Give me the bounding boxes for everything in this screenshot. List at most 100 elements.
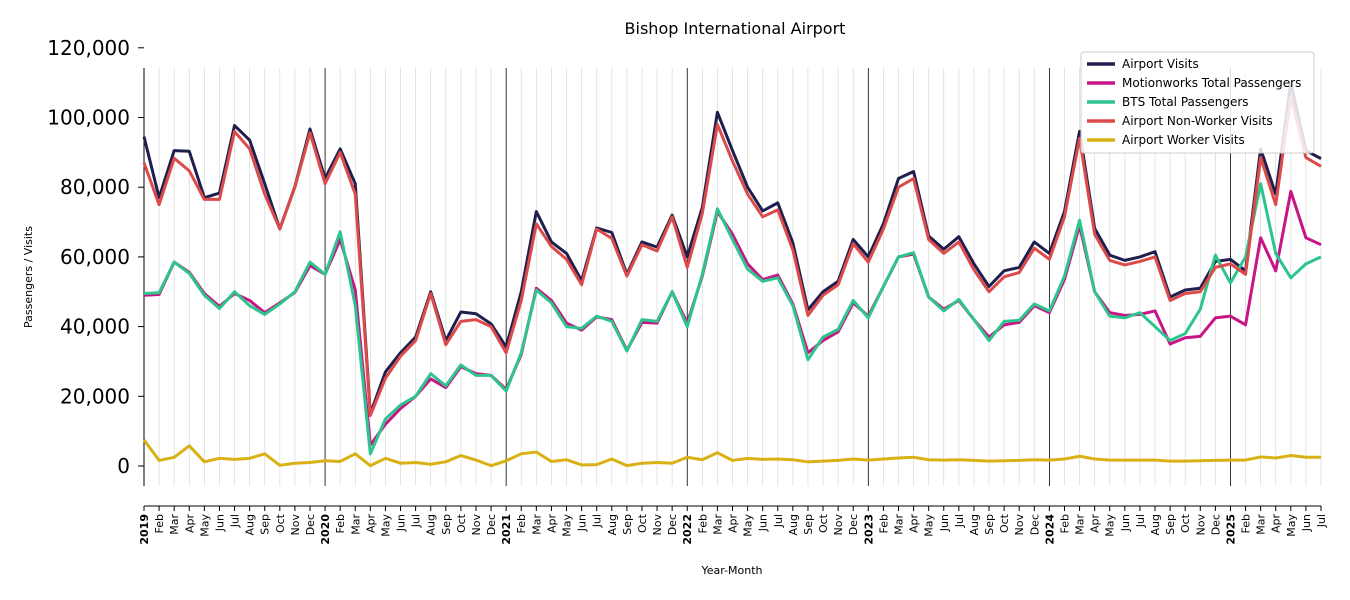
x-tick-label: Mar bbox=[892, 514, 905, 535]
x-tick-label: 2021 bbox=[500, 514, 513, 545]
x-tick-label: Jun bbox=[757, 514, 770, 532]
x-tick-label: 2022 bbox=[681, 514, 694, 545]
legend-label: Motionworks Total Passengers bbox=[1122, 76, 1301, 90]
x-tick-label: Apr bbox=[1089, 514, 1102, 534]
x-tick-label: Jun bbox=[213, 514, 226, 532]
x-tick-label: Dec bbox=[1209, 514, 1222, 535]
x-tick-label: Sep bbox=[983, 514, 996, 535]
x-tick-label: Dec bbox=[666, 514, 679, 535]
x-tick-label: Aug bbox=[244, 514, 257, 535]
x-tick-label: May bbox=[198, 514, 211, 537]
x-tick-label: Oct bbox=[455, 513, 468, 533]
x-tick-label: Sep bbox=[802, 514, 815, 535]
series-line-airport-non-worker-visits bbox=[142, 95, 1322, 417]
x-tick-label: Sep bbox=[259, 514, 272, 535]
legend-box bbox=[1080, 51, 1315, 154]
x-tick-label: Mar bbox=[1255, 514, 1268, 535]
x-tick-label: Dec bbox=[304, 514, 317, 535]
x-tick-label: Mar bbox=[349, 514, 362, 535]
x-tick-label: Jun bbox=[938, 514, 951, 532]
x-tick-label: May bbox=[379, 514, 392, 537]
x-tick-label: Aug bbox=[1149, 514, 1162, 535]
x-tick-label: Oct bbox=[1179, 513, 1192, 533]
legend-label: Airport Non-Worker Visits bbox=[1122, 114, 1273, 128]
y-tick-label: 100,000 bbox=[47, 106, 130, 130]
x-tick-label: May bbox=[561, 514, 574, 537]
x-tick-label: Mar bbox=[711, 514, 724, 535]
x-tick-label: May bbox=[1104, 514, 1117, 537]
x-tick-label: Mar bbox=[168, 514, 181, 535]
x-tick-label: Apr bbox=[908, 514, 921, 534]
y-axis-label: Passengers / Visits bbox=[22, 226, 35, 328]
x-tick-label: Dec bbox=[847, 514, 860, 535]
x-tick-label: Dec bbox=[485, 514, 498, 535]
x-tick-label: Feb bbox=[1058, 514, 1071, 533]
x-tick-label: Jul bbox=[229, 514, 242, 528]
x-tick-label: 2019 bbox=[138, 514, 151, 545]
x-tick-label: Nov bbox=[832, 514, 845, 536]
x-tick-label: Jun bbox=[576, 514, 589, 532]
series-lines bbox=[142, 81, 1322, 468]
y-tick-label: 20,000 bbox=[60, 384, 130, 408]
x-tick-label: Feb bbox=[877, 514, 890, 533]
x-tick-label: Apr bbox=[183, 514, 196, 534]
axes: 0 20,000 40,000 60,000 80,000 100,000 120,000 2… bbox=[47, 36, 1328, 545]
x-tick-label: Aug bbox=[425, 514, 438, 535]
y-tick-label: 80,000 bbox=[60, 175, 130, 199]
series-line-airport-visits bbox=[142, 81, 1322, 416]
x-tick-label: May bbox=[923, 514, 936, 537]
x-tick-label: Jul bbox=[1315, 514, 1328, 528]
x-tick-label: Apr bbox=[545, 514, 558, 534]
x-tick-label: Sep bbox=[440, 514, 453, 535]
x-tick-label: Sep bbox=[621, 514, 634, 535]
x-tick-label: Nov bbox=[1194, 514, 1207, 536]
x-tick-label: Apr bbox=[364, 514, 377, 534]
x-tick-label: Feb bbox=[153, 514, 166, 533]
x-tick-label: Apr bbox=[1270, 514, 1283, 534]
x-tick-label: Mar bbox=[530, 514, 543, 535]
series-line-motionworks-total-passengers bbox=[143, 189, 1322, 447]
x-tick-label: Oct bbox=[817, 513, 830, 533]
x-tick-label: Aug bbox=[968, 514, 981, 535]
x-tick-label: Feb bbox=[515, 514, 528, 533]
x-tick-label: 2024 bbox=[1043, 514, 1056, 545]
legend: Airport Visits Motionworks Total Passenge… bbox=[1080, 51, 1315, 154]
x-tick-label: Jul bbox=[591, 514, 604, 528]
legend-label: BTS Total Passengers bbox=[1122, 95, 1249, 109]
x-tick-label: Jun bbox=[1300, 514, 1313, 532]
x-tick-label: Feb bbox=[696, 514, 709, 533]
x-tick-label: 2020 bbox=[319, 514, 332, 545]
x-tick-label: 2023 bbox=[862, 514, 875, 545]
x-tick-label: Nov bbox=[1013, 514, 1026, 536]
x-tick-label: May bbox=[742, 514, 755, 537]
x-tick-label: Mar bbox=[1074, 514, 1087, 535]
x-tick-label: Nov bbox=[470, 514, 483, 536]
x-tick-label: Jul bbox=[772, 514, 785, 528]
x-tick-label: 2025 bbox=[1224, 514, 1237, 545]
y-tick-label: 60,000 bbox=[60, 245, 130, 269]
y-tick-label: 40,000 bbox=[60, 315, 130, 339]
series-line-airport-worker-visits bbox=[142, 438, 1321, 468]
series-line-bts-total-passengers bbox=[143, 182, 1322, 456]
legend-label: Airport Worker Visits bbox=[1122, 133, 1245, 147]
x-axis-label: Year-Month bbox=[700, 564, 762, 577]
x-tick-label: Dec bbox=[1028, 514, 1041, 535]
x-tick-label: Oct bbox=[274, 513, 287, 533]
y-tick-label: 0 bbox=[117, 454, 130, 478]
x-tick-label: Nov bbox=[289, 514, 302, 536]
x-tick-label: Sep bbox=[1164, 514, 1177, 535]
x-tick-label: Jun bbox=[395, 514, 408, 532]
x-tick-label: Aug bbox=[787, 514, 800, 535]
x-tick-label: May bbox=[1285, 514, 1298, 537]
x-tick-label: Feb bbox=[334, 514, 347, 533]
x-tick-label: Jul bbox=[1134, 514, 1147, 528]
chart-title: Bishop International Airport bbox=[625, 19, 846, 38]
x-tick-label: Aug bbox=[606, 514, 619, 535]
x-tick-label: Jul bbox=[410, 514, 423, 528]
y-tick-label: 120,000 bbox=[47, 36, 130, 60]
x-tick-label: Oct bbox=[998, 513, 1011, 533]
x-tick-label: Oct bbox=[636, 513, 649, 533]
x-tick-label: Feb bbox=[1240, 514, 1253, 533]
